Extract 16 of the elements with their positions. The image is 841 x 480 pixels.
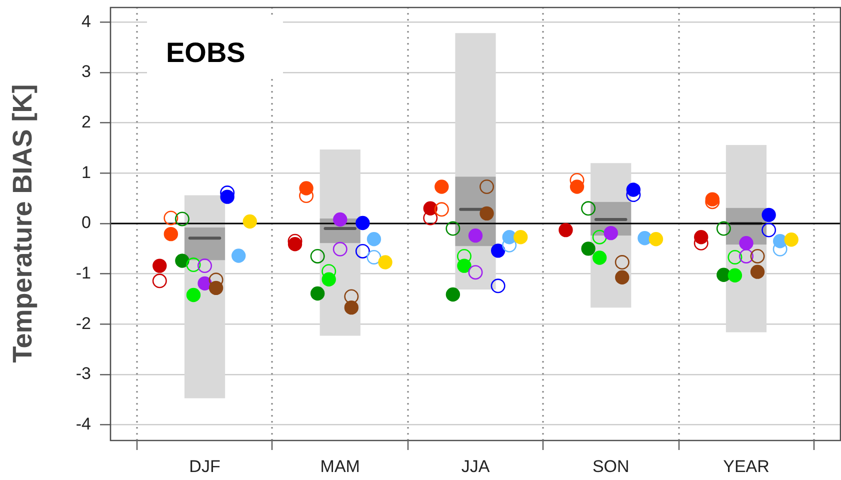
y-axis-title: Temperature BIAS [K]: [8, 84, 38, 363]
text: EOBS: [166, 37, 246, 68]
y-tick-label: 1: [82, 162, 91, 182]
y-tick-label: 0: [82, 213, 91, 232]
y-tick-label: -3: [76, 364, 91, 384]
y-tick-label: 3: [82, 62, 91, 82]
y-tick-label: -1: [76, 264, 91, 283]
y-tick-label: 4: [82, 12, 91, 31]
y-tick-label: 2: [82, 112, 91, 132]
x-tick-label: MAM: [320, 456, 360, 476]
y-tick-label: -4: [76, 414, 91, 434]
y-tick-label: -2: [76, 314, 91, 333]
x-tick-label: JJA: [461, 456, 490, 476]
x-tick-label: YEAR: [723, 456, 770, 476]
x-tick-label: SON: [592, 456, 630, 476]
x-tick-label: DJF: [189, 456, 220, 476]
